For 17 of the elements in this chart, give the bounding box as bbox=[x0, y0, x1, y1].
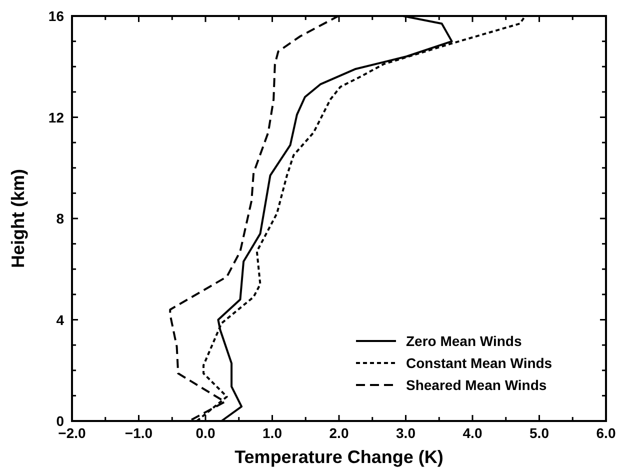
x-tick-label: 3.0 bbox=[396, 425, 416, 441]
y-tick-label: 12 bbox=[48, 109, 64, 126]
x-tick-label: 0.0 bbox=[196, 425, 216, 441]
y-tick-label: 8 bbox=[56, 210, 64, 226]
y-tick-label: 4 bbox=[56, 312, 64, 328]
x-tick-label: 4.0 bbox=[462, 425, 482, 441]
x-axis-title: Temperature Change (K) bbox=[234, 447, 444, 467]
legend-label: Constant Mean Winds bbox=[406, 355, 552, 371]
x-tick-label: −1.0 bbox=[124, 425, 153, 441]
x-tick-label: 5.0 bbox=[530, 425, 550, 441]
legend-label: Zero Mean Winds bbox=[406, 333, 522, 349]
x-tick-label: 6.0 bbox=[596, 425, 616, 441]
y-tick-label: 16 bbox=[48, 8, 64, 24]
x-tick-label: 2.0 bbox=[329, 425, 349, 441]
x-tick-label: 1.0 bbox=[262, 425, 282, 441]
y-axis-title: Height (km) bbox=[8, 168, 28, 268]
legend-label: Sheared Mean Winds bbox=[406, 377, 547, 393]
